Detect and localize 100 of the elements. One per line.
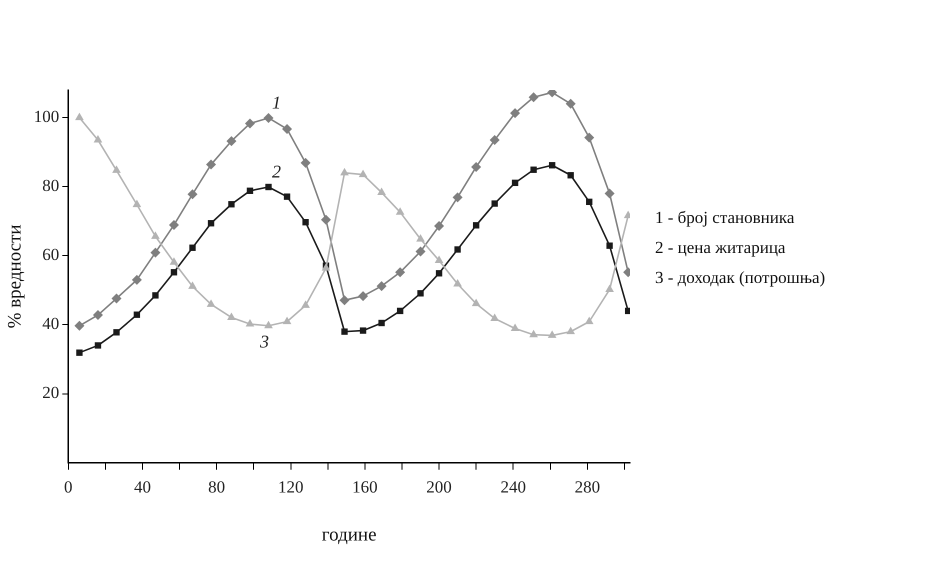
point — [208, 220, 214, 226]
point — [168, 220, 179, 230]
point — [206, 160, 216, 170]
x-tick-label: 280 — [574, 477, 600, 496]
point — [360, 327, 366, 334]
point — [170, 257, 178, 265]
point — [227, 312, 236, 320]
series-label: 1 — [272, 92, 282, 113]
point — [282, 124, 292, 134]
x-tick-label: 80 — [208, 477, 226, 496]
point — [264, 112, 274, 123]
point — [605, 284, 614, 292]
point — [396, 207, 404, 215]
point — [92, 310, 103, 320]
point — [282, 316, 292, 324]
point — [340, 295, 350, 306]
point — [510, 108, 520, 118]
point — [491, 200, 498, 207]
point — [454, 246, 461, 253]
text: 1 - број становника — [655, 207, 796, 229]
point — [113, 329, 120, 336]
point — [112, 293, 122, 304]
point — [510, 324, 520, 332]
point — [396, 308, 404, 314]
point — [75, 112, 84, 120]
point — [395, 267, 406, 278]
point — [417, 290, 424, 296]
point — [358, 170, 368, 178]
point — [452, 192, 463, 202]
point — [284, 193, 290, 200]
y-tick-label: 20 — [42, 383, 60, 402]
y-tick-label: 80 — [42, 176, 60, 196]
point — [567, 172, 574, 178]
x-tick-label: 120 — [278, 477, 304, 496]
point — [94, 135, 102, 143]
point — [170, 269, 178, 276]
point — [74, 320, 84, 331]
point — [566, 98, 576, 109]
point — [490, 135, 500, 146]
point — [76, 350, 83, 356]
x-tick-label: 0 — [64, 477, 73, 496]
point — [528, 92, 539, 102]
point — [606, 242, 613, 249]
point — [340, 168, 349, 176]
point — [586, 198, 592, 206]
text: 2 - цена житарица — [655, 237, 786, 259]
y-tick-label: 100 — [34, 107, 60, 126]
point — [189, 244, 196, 251]
point — [584, 316, 594, 324]
point — [624, 308, 630, 314]
point — [566, 326, 576, 334]
point — [530, 166, 537, 173]
series-label: 3 — [259, 331, 270, 352]
point — [320, 214, 331, 225]
point — [302, 219, 309, 226]
point — [188, 281, 197, 289]
x-axis-title: године — [322, 524, 377, 546]
point — [378, 320, 385, 326]
y-axis-title: % вредности — [4, 224, 26, 328]
x-tick-label: 40 — [134, 477, 151, 496]
point — [341, 328, 348, 335]
point — [436, 270, 442, 276]
point — [112, 165, 121, 173]
point — [264, 320, 273, 328]
point — [132, 200, 142, 208]
y-tick-label: 40 — [42, 314, 60, 334]
point — [206, 299, 216, 307]
point — [512, 180, 518, 186]
x-tick-label: 200 — [426, 477, 452, 496]
point — [152, 292, 159, 299]
point — [548, 330, 556, 338]
point — [226, 136, 236, 146]
point — [246, 319, 254, 327]
point — [472, 222, 480, 228]
point — [358, 291, 368, 302]
point — [453, 278, 462, 286]
point — [472, 298, 480, 306]
series-label: 2 — [272, 162, 282, 182]
point — [151, 231, 160, 239]
text: 3 - доходак (потрошња) — [655, 267, 826, 289]
x-tick-label: 160 — [352, 477, 378, 496]
point — [604, 188, 615, 199]
point — [376, 281, 387, 292]
x-tick-label: 240 — [500, 477, 526, 496]
point — [134, 312, 140, 318]
point — [434, 256, 444, 264]
point — [300, 158, 311, 168]
point — [188, 189, 198, 200]
point — [416, 234, 425, 242]
point — [416, 246, 426, 257]
point — [377, 188, 386, 196]
point — [471, 162, 482, 172]
point — [548, 162, 556, 168]
point — [244, 118, 255, 128]
point — [529, 330, 538, 338]
point — [434, 221, 444, 232]
point — [228, 201, 235, 208]
point — [132, 274, 142, 285]
point — [301, 300, 310, 308]
point — [584, 132, 594, 143]
